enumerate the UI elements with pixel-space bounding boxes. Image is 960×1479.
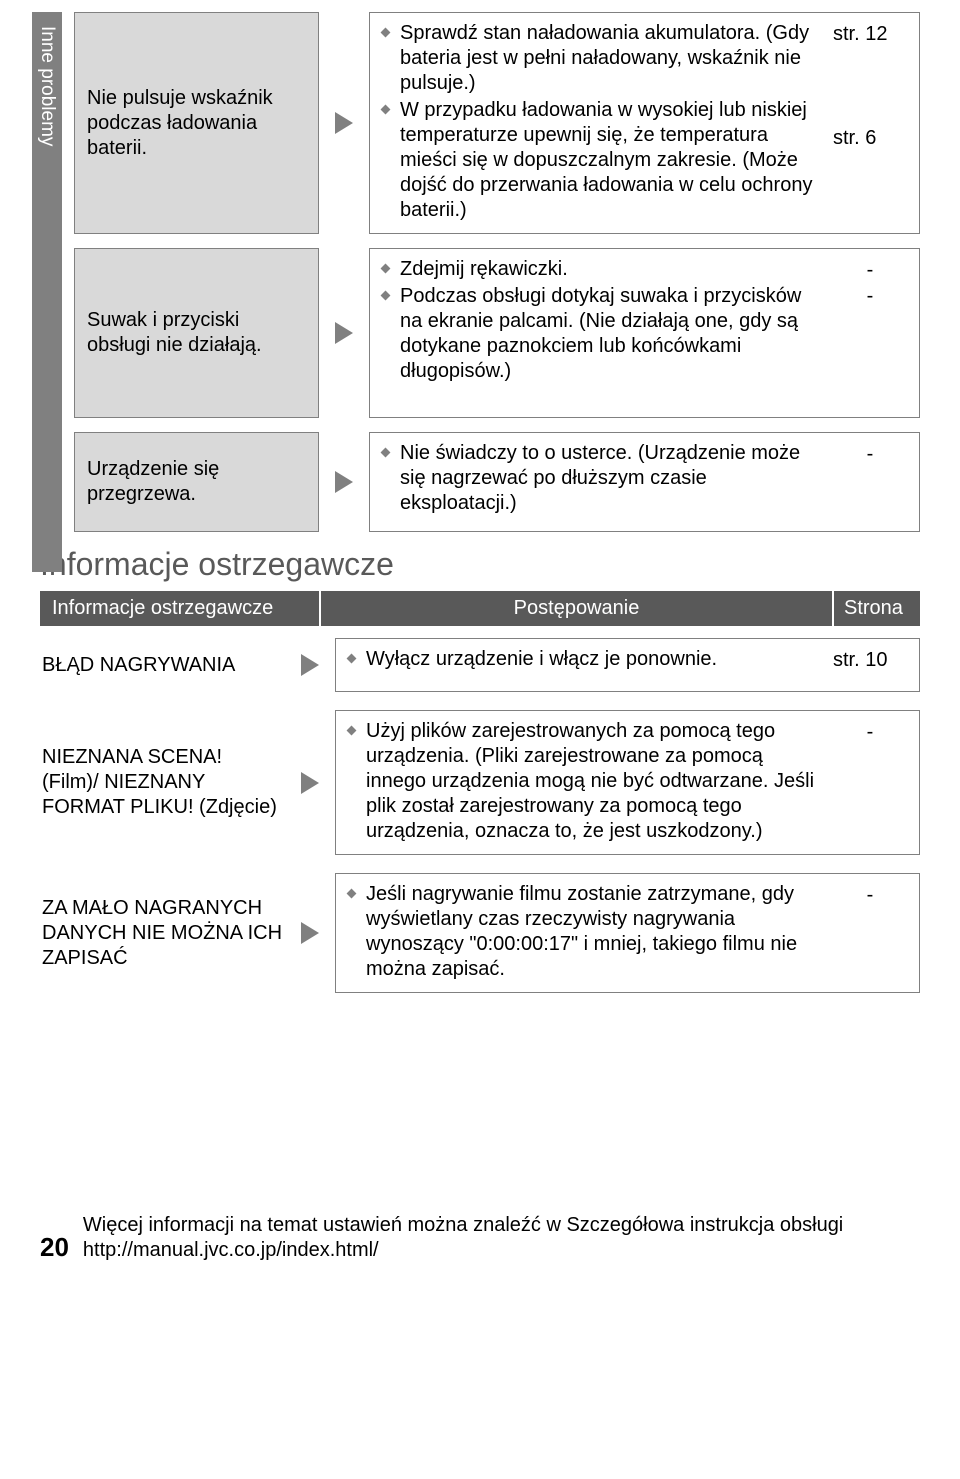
solution-list: Nie świadczy to o usterce. (Urządzenie m… — [382, 441, 825, 516]
solution-content: Wyłącz urządzenie i włącz je ponownie. — [348, 647, 833, 683]
section-other-problems: Inne problemy Nie pulsuje wskaźnik podcz… — [40, 12, 920, 532]
table-row: Suwak i przyciski obsługi nie działają. … — [74, 248, 920, 418]
list-item: Użyj plików zarejestrowanych za pomocą t… — [348, 719, 825, 844]
list-item: Nie świadczy to o usterce. (Urządzenie m… — [382, 441, 825, 516]
section-title-warnings: Informacje ostrzegawcze — [40, 546, 920, 583]
solution-box: Wyłącz urządzenie i włącz je ponownie. s… — [335, 638, 920, 692]
arrow-icon — [301, 922, 319, 944]
page-ref-line: str. 12 — [833, 21, 907, 47]
solution-content: Użyj plików zarejestrowanych za pomocą t… — [348, 719, 833, 846]
page-ref-line: - — [833, 257, 907, 283]
problem-rows: Nie pulsuje wskaźnik podczas ładowania b… — [74, 12, 920, 532]
page-ref: - — [833, 441, 907, 523]
page-ref: - - — [833, 257, 907, 409]
solution-list: Sprawdź stan naładowania akumulatora. (G… — [382, 21, 825, 223]
warning-label: NIEZNANA SCENA! (Film)/ NIEZNANY FORMAT … — [40, 710, 285, 855]
solution-box: Użyj plików zarejestrowanych za pomocą t… — [335, 710, 920, 855]
page-ref: str. 10 — [833, 647, 907, 683]
arrow-icon — [335, 471, 353, 493]
solution-box: Jeśli nagrywanie filmu zostanie zatrzyma… — [335, 873, 920, 993]
list-item: Zdejmij rękawiczki. — [382, 257, 825, 282]
list-item: Wyłącz urządzenie i włącz je ponownie. — [348, 647, 825, 672]
solution-list: Jeśli nagrywanie filmu zostanie zatrzyma… — [348, 882, 825, 982]
page-ref: str. 12 str. 6 — [833, 21, 907, 225]
problem-description: Suwak i przyciski obsługi nie działają. — [74, 248, 319, 418]
page-ref: - — [833, 882, 907, 984]
warning-label: BŁĄD NAGRYWANIA — [40, 638, 285, 692]
page-ref-line: - — [833, 283, 907, 309]
list-item: Sprawdź stan naładowania akumulatora. (G… — [382, 21, 825, 96]
table-row: ZA MAŁO NAGRANYCH DANYCH NIE MOŻNA ICH Z… — [40, 873, 920, 993]
vertical-tab-label: Inne problemy — [32, 12, 62, 572]
solution-content: Sprawdź stan naładowania akumulatora. (G… — [382, 21, 833, 225]
arrow-col — [319, 432, 369, 532]
solution-box: Nie świadczy to o usterce. (Urządzenie m… — [369, 432, 920, 532]
problem-description: Nie pulsuje wskaźnik podczas ładowania b… — [74, 12, 319, 234]
header-col-mid: Postępowanie — [319, 591, 832, 626]
arrow-col — [285, 638, 335, 692]
page-footer: 20 Więcej informacji na temat ustawień m… — [40, 1213, 920, 1263]
arrow-col — [319, 248, 369, 418]
footer-text: Więcej informacji na temat ustawień możn… — [83, 1213, 920, 1263]
solution-content: Nie świadczy to o usterce. (Urządzenie m… — [382, 441, 833, 523]
header-col-left: Informacje ostrzegawcze — [40, 591, 319, 626]
page-ref-line: str. 6 — [833, 125, 907, 151]
arrow-icon — [301, 772, 319, 794]
solution-box: Sprawdź stan naładowania akumulatora. (G… — [369, 12, 920, 234]
page-number: 20 — [40, 1232, 69, 1263]
arrow-col — [285, 873, 335, 993]
solution-content: Zdejmij rękawiczki. Podczas obsługi doty… — [382, 257, 833, 409]
solution-box: Zdejmij rękawiczki. Podczas obsługi doty… — [369, 248, 920, 418]
list-item: Podczas obsługi dotykaj suwaka i przycis… — [382, 284, 825, 384]
table-row: NIEZNANA SCENA! (Film)/ NIEZNANY FORMAT … — [40, 710, 920, 855]
arrow-icon — [335, 322, 353, 344]
table-row: Nie pulsuje wskaźnik podczas ładowania b… — [74, 12, 920, 234]
solution-list: Wyłącz urządzenie i włącz je ponownie. — [348, 647, 825, 672]
page-ref-line: - — [833, 719, 907, 745]
page-ref-line: - — [833, 441, 907, 467]
arrow-col — [319, 12, 369, 234]
table-row: Urządzenie się przegrzewa. Nie świadczy … — [74, 432, 920, 532]
table-row: BŁĄD NAGRYWANIA Wyłącz urządzenie i włąc… — [40, 638, 920, 692]
solution-content: Jeśli nagrywanie filmu zostanie zatrzyma… — [348, 882, 833, 984]
arrow-icon — [335, 112, 353, 134]
arrow-icon — [301, 654, 319, 676]
list-item: W przypadku ładowania w wysokiej lub nis… — [382, 98, 825, 223]
page-ref-line: str. 10 — [833, 647, 907, 673]
list-item: Jeśli nagrywanie filmu zostanie zatrzyma… — [348, 882, 825, 982]
header-col-right: Strona — [832, 591, 920, 626]
arrow-col — [285, 710, 335, 855]
warning-label: ZA MAŁO NAGRANYCH DANYCH NIE MOŻNA ICH Z… — [40, 873, 285, 993]
page-ref-line: - — [833, 882, 907, 908]
warning-rows: BŁĄD NAGRYWANIA Wyłącz urządzenie i włąc… — [40, 638, 920, 993]
solution-list: Zdejmij rękawiczki. Podczas obsługi doty… — [382, 257, 825, 384]
solution-list: Użyj plików zarejestrowanych za pomocą t… — [348, 719, 825, 844]
problem-description: Urządzenie się przegrzewa. — [74, 432, 319, 532]
page-ref: - — [833, 719, 907, 846]
warnings-header: Informacje ostrzegawcze Postępowanie Str… — [40, 591, 920, 626]
